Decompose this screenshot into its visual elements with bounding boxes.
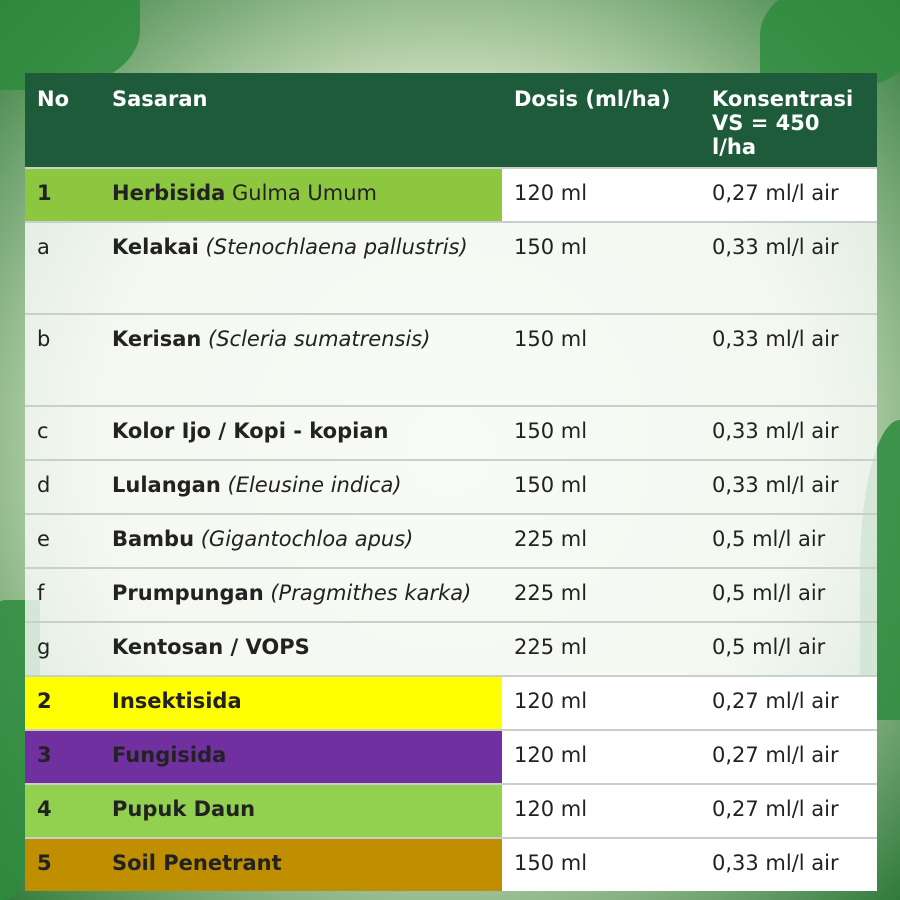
dose-cell: 120 ml	[502, 167, 700, 222]
target-cell: Bambu (Gigantochloa apus)	[100, 513, 502, 568]
no-cell: 5	[25, 837, 100, 891]
concentration-cell: 0,33 ml/l air	[700, 405, 877, 460]
dose-cell: 225 ml	[502, 621, 700, 676]
no-cell: f	[25, 567, 100, 622]
dose-cell: 120 ml	[502, 675, 700, 730]
target-cell: Pupuk Daun	[100, 783, 502, 838]
table-row: a Kelakai (Stenochlaena pallustris) 150 ml…	[25, 221, 877, 314]
target-name: Pupuk Daun	[112, 797, 256, 821]
concentration-cell: 0,5 ml/l air	[700, 513, 877, 568]
target-cell: Kentosan / VOPS	[100, 621, 502, 676]
target-cell: Fungisida	[100, 729, 502, 784]
target-detail: Gulma Umum	[232, 181, 378, 205]
dose-cell: 150 ml	[502, 459, 700, 514]
header-line: Konsentrasi	[712, 87, 854, 111]
table-row: e Bambu (Gigantochloa apus) 225 ml 0,5 ml/l…	[25, 513, 877, 568]
header-cell: Konsentrasi VS = 450 l/ha	[700, 73, 877, 168]
target-name: Bambu	[112, 527, 195, 551]
target-name: Kerisan	[112, 327, 202, 351]
target-cell: Prumpungan (Pragmithes karka)	[100, 567, 502, 622]
concentration-cell: 0,5 ml/l air	[700, 567, 877, 622]
target-name: Fungisida	[112, 743, 227, 767]
target-detail: (Gigantochloa apus)	[200, 527, 414, 551]
target-detail: (Stenochlaena pallustris)	[205, 235, 468, 259]
table-body: 1 Herbisida Gulma Umum 120 ml 0,27 ml/l air…	[25, 167, 877, 891]
no-cell: 2	[25, 675, 100, 730]
target-name: Soil Penetrant	[112, 851, 282, 875]
target-cell: Lulangan (Eleusine indica)	[100, 459, 502, 514]
table-row: 5 Soil Penetrant 150 ml 0,33 ml/l air	[25, 837, 877, 891]
target-detail: (Scleria sumatrensis)	[208, 327, 431, 351]
header-row: No Sasaran Dosis (ml/ha) Konsentrasi VS =…	[25, 73, 877, 168]
no-cell: c	[25, 405, 100, 460]
header-line: VS = 450 l/ha	[712, 111, 820, 159]
target-name: Prumpungan	[112, 581, 264, 605]
table-row: g Kentosan / VOPS 225 ml 0,5 ml/l air	[25, 621, 877, 676]
target-detail: (Eleusine indica)	[227, 473, 402, 497]
no-cell: 4	[25, 783, 100, 838]
target-name: Kelakai	[112, 235, 199, 259]
concentration-cell: 0,33 ml/l air	[700, 313, 877, 406]
no-cell: e	[25, 513, 100, 568]
concentration-cell: 0,27 ml/l air	[700, 675, 877, 730]
table-row: c Kolor Ijo / Kopi - kopian 150 ml 0,33 ml/…	[25, 405, 877, 460]
no-cell: a	[25, 221, 100, 314]
target-name: Kolor Ijo / Kopi - kopian	[112, 419, 389, 443]
header-cell: Dosis (ml/ha)	[502, 73, 700, 168]
target-name: Lulangan	[112, 473, 221, 497]
target-name: Insektisida	[112, 689, 242, 713]
concentration-cell: 0,27 ml/l air	[700, 783, 877, 838]
concentration-cell: 0,27 ml/l air	[700, 729, 877, 784]
target-cell: Soil Penetrant	[100, 837, 502, 891]
target-name: Herbisida	[112, 181, 226, 205]
target-cell: Herbisida Gulma Umum	[100, 167, 502, 222]
table-row: 2 Insektisida 120 ml 0,27 ml/l air	[25, 675, 877, 730]
header-cell: No	[25, 73, 100, 168]
no-cell: b	[25, 313, 100, 406]
dose-cell: 225 ml	[502, 567, 700, 622]
no-cell: g	[25, 621, 100, 676]
table-row: 1 Herbisida Gulma Umum 120 ml 0,27 ml/l air	[25, 167, 877, 222]
no-cell: 3	[25, 729, 100, 784]
target-cell: Kerisan (Scleria sumatrensis)	[100, 313, 502, 406]
no-cell: d	[25, 459, 100, 514]
dose-table: No Sasaran Dosis (ml/ha) Konsentrasi VS =…	[25, 73, 877, 891]
table-row: 4 Pupuk Daun 120 ml 0,27 ml/l air	[25, 783, 877, 838]
table-row: 3 Fungisida 120 ml 0,27 ml/l air	[25, 729, 877, 784]
dose-cell: 150 ml	[502, 405, 700, 460]
dose-cell: 120 ml	[502, 783, 700, 838]
dose-cell: 150 ml	[502, 837, 700, 891]
dose-cell: 150 ml	[502, 221, 700, 314]
target-cell: Kelakai (Stenochlaena pallustris)	[100, 221, 502, 314]
target-cell: Insektisida	[100, 675, 502, 730]
target-detail: (Pragmithes karka)	[270, 581, 472, 605]
concentration-cell: 0,33 ml/l air	[700, 221, 877, 314]
table-row: f Prumpungan (Pragmithes karka) 225 ml 0,5 …	[25, 567, 877, 622]
target-name: Kentosan / VOPS	[112, 635, 310, 659]
target-cell: Kolor Ijo / Kopi - kopian	[100, 405, 502, 460]
dose-cell: 120 ml	[502, 729, 700, 784]
header-cell: Sasaran	[100, 73, 502, 168]
concentration-cell: 0,27 ml/l air	[700, 167, 877, 222]
dose-cell: 225 ml	[502, 513, 700, 568]
dose-cell: 150 ml	[502, 313, 700, 406]
no-cell: 1	[25, 167, 100, 222]
concentration-cell: 0,5 ml/l air	[700, 621, 877, 676]
table-row: b Kerisan (Scleria sumatrensis) 150 ml 0,33…	[25, 313, 877, 406]
table-row: d Lulangan (Eleusine indica) 150 ml 0,33 ml…	[25, 459, 877, 514]
concentration-cell: 0,33 ml/l air	[700, 837, 877, 891]
concentration-cell: 0,33 ml/l air	[700, 459, 877, 514]
